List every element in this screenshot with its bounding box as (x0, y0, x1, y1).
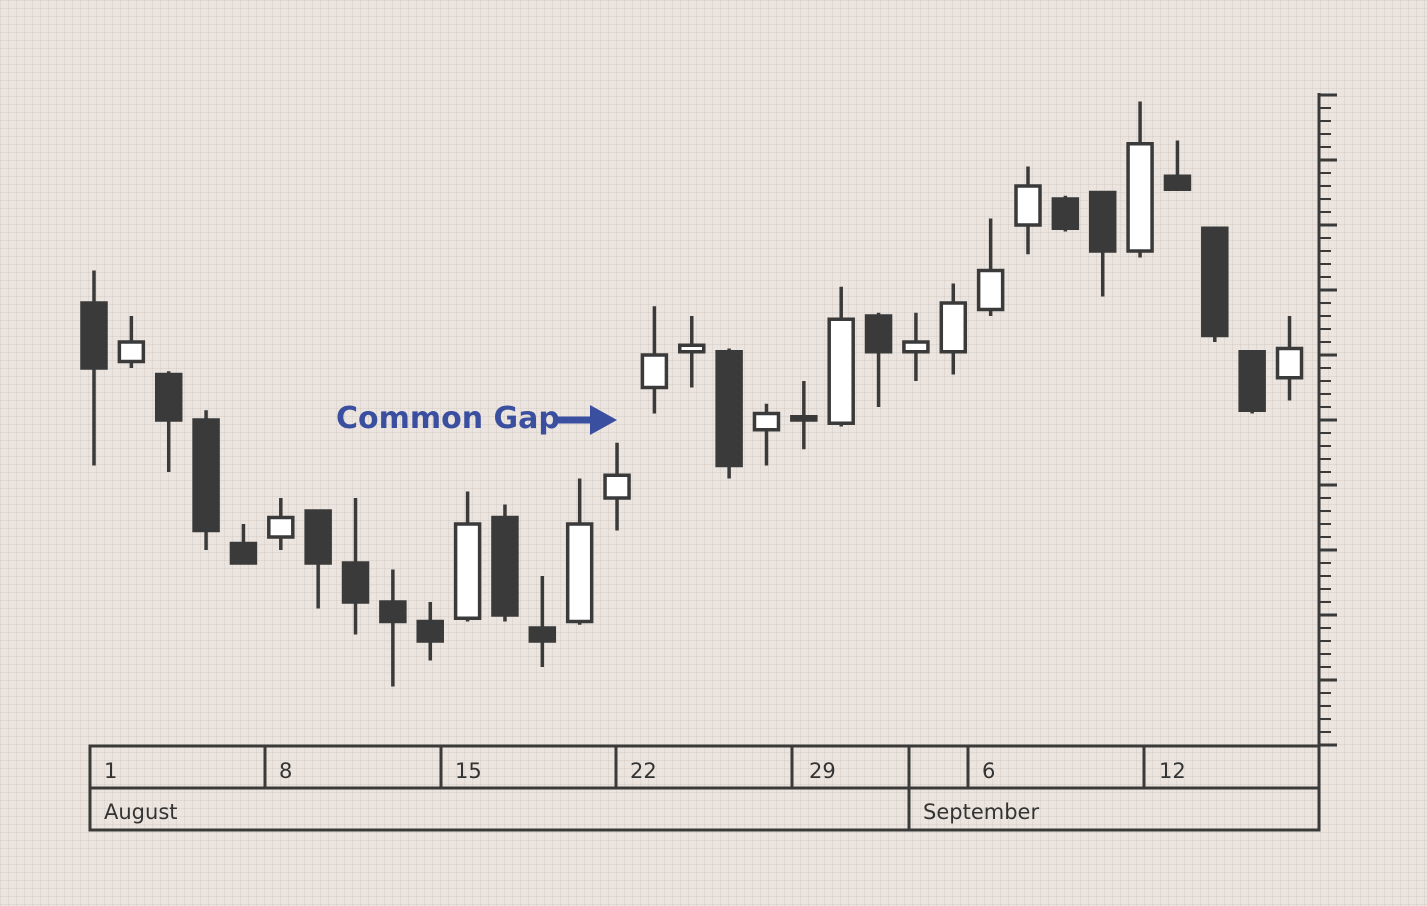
candle-body-down (379, 600, 407, 624)
candle-6 (267, 498, 295, 550)
candle-body-up (939, 301, 968, 354)
candle-11 (453, 491, 482, 622)
candle-body-down (229, 541, 258, 565)
candle-body-up (603, 473, 631, 500)
candle-25 (976, 218, 1005, 316)
candle-body-up (752, 411, 781, 432)
candle-body-up (453, 522, 482, 620)
month-label-september: September (923, 800, 1039, 824)
candle-10 (416, 602, 444, 661)
candle-19 (752, 403, 781, 466)
candle-body-up (1275, 346, 1304, 380)
candle-29 (1126, 101, 1154, 258)
candle-body-down (528, 626, 557, 643)
candle-body-down (416, 619, 444, 643)
candle-15 (603, 442, 631, 531)
candle-2 (117, 316, 146, 368)
candle-body-down (715, 350, 743, 468)
candle-body-up (827, 317, 855, 425)
candle-22 (864, 312, 893, 407)
candle-18 (715, 348, 743, 479)
price-axis (1317, 93, 1337, 747)
date-axis-frame (88, 744, 1321, 832)
candle-33 (1275, 316, 1304, 401)
candle-body-down (1051, 197, 1080, 230)
candle-21 (827, 286, 855, 427)
candle-8 (341, 498, 370, 635)
candle-5 (229, 524, 258, 565)
candle-body-up (640, 353, 669, 390)
date-label-12: 12 (1159, 759, 1186, 783)
candle-9 (379, 569, 407, 687)
candle-16 (640, 306, 669, 414)
candle-7 (304, 509, 332, 609)
annotation-label: Common Gap (336, 401, 560, 436)
candle-24 (939, 283, 968, 375)
candle-body-up (565, 522, 594, 624)
candles (80, 101, 1304, 687)
date-label-15: 15 (455, 759, 482, 783)
candle-body-up (267, 515, 295, 539)
date-labels: 1 8 15 22 29 6 12 August September (104, 759, 1186, 824)
month-label-august: August (104, 800, 178, 824)
candle-23 (902, 312, 930, 381)
candle-body-down (864, 314, 893, 354)
candle-3 (154, 371, 183, 472)
candle-body-down (1163, 174, 1192, 191)
candle-14 (565, 478, 594, 625)
candle-26 (1014, 166, 1042, 255)
candle-body-up (976, 268, 1005, 312)
date-label-29: 29 (809, 759, 836, 783)
candle-17 (678, 316, 706, 388)
candle-body-down (1201, 226, 1229, 338)
candle-4 (192, 410, 220, 550)
candle-body-down (341, 561, 370, 604)
date-label-1: 1 (104, 759, 117, 783)
date-label-8: 8 (279, 759, 292, 783)
candle-body-down (1088, 190, 1117, 253)
candle-body-up (678, 343, 706, 354)
candle-1 (80, 270, 108, 466)
candle-28 (1088, 190, 1117, 297)
candle-32 (1238, 350, 1266, 414)
candle-body-down (154, 372, 183, 422)
candle-body-down (790, 415, 818, 422)
candle-body-up (1126, 142, 1154, 253)
candle-body-up (1014, 184, 1042, 227)
date-label-6: 6 (982, 759, 995, 783)
candle-12 (491, 504, 519, 622)
candle-body-down (491, 515, 519, 617)
candle-body-down (192, 418, 220, 533)
date-label-22: 22 (630, 759, 657, 783)
candle-20 (790, 381, 818, 450)
common-gap-annotation: Common Gap (336, 401, 617, 436)
candle-body-up (117, 340, 146, 364)
candle-body-up (902, 340, 930, 354)
candle-body-down (304, 509, 332, 565)
candle-13 (528, 576, 557, 667)
candle-27 (1051, 195, 1080, 232)
candle-31 (1201, 226, 1229, 342)
arrow-right-icon (590, 405, 617, 435)
candle-body-down (1238, 350, 1266, 412)
candle-30 (1163, 140, 1192, 191)
candle-body-down (80, 301, 108, 370)
